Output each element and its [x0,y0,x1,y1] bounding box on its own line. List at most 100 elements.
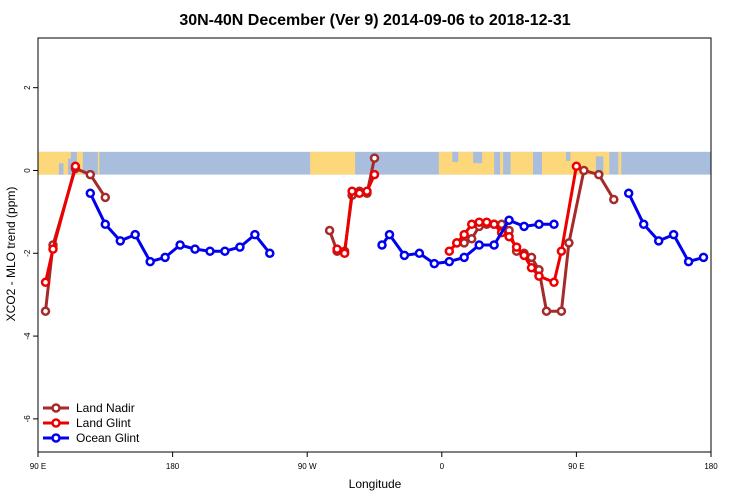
data-point [481,217,492,227]
data-point [571,161,582,172]
y-tick-label: -4 [23,332,32,340]
data-point [541,306,552,316]
chart-title: 30N-40N December (Ver 9) 2014-09-06 to 2… [179,12,570,29]
y-tick-label: 2 [23,85,32,90]
data-point [504,215,514,225]
y-tick-label: -2 [23,249,32,257]
data-point [175,240,185,250]
data-point [444,246,455,256]
data-point [347,186,357,196]
data-point [452,238,462,248]
map-sea [565,151,571,161]
data-point [549,277,559,288]
series-line [336,173,376,255]
legend: Land Nadir Land Glint Ocean Glint [43,401,140,445]
data-point [130,229,140,240]
map-sea [595,156,604,175]
series-line [44,165,77,283]
data-point [40,277,51,288]
data-point [504,231,514,242]
data-point [332,244,342,254]
data-point [534,219,544,230]
data-point [384,229,395,240]
x-tick-label: 0 [440,462,445,471]
map-land [510,151,534,175]
data-point [668,229,679,240]
legend-label-land-nadir: Land Nadir [76,401,135,415]
series-layer [40,153,709,316]
data-point [377,240,387,250]
series-land-glint [40,161,582,288]
data-point [265,248,275,259]
map-land [76,151,83,175]
map-sea [58,163,64,175]
data-point [205,246,215,256]
data-point [683,256,694,267]
map-land [97,151,100,175]
data-point [623,188,634,199]
data-point [369,169,380,180]
data-point [698,252,709,263]
map-sea [473,151,483,164]
data-point [474,240,484,250]
data-point [414,248,425,259]
data-point [466,219,477,230]
data-point [459,229,469,240]
map-land [310,151,356,175]
data-point [235,242,245,252]
plot-frame [37,37,712,453]
data-point [85,169,96,180]
legend-marker-ocean-glint [51,433,61,443]
series-line [627,192,704,264]
data-point [638,219,649,230]
x-tick-label: 90 E [568,462,584,471]
map-land [38,151,71,175]
data-point [564,238,574,248]
data-point [579,165,589,176]
data-point [549,219,559,230]
data-point [160,252,170,263]
data-point [399,250,410,261]
x-tick-label: 90 W [298,462,317,471]
data-point [369,153,380,163]
data-point [519,221,529,232]
data-point [190,244,200,254]
series-line [88,192,271,264]
data-point [339,248,350,259]
axes: 90 E 180 90 W 0 90 E 180 -6 -4 -2 0 2 [23,37,718,471]
data-point [511,242,522,252]
data-point [115,236,126,246]
map-sea [452,151,459,163]
data-point [85,188,96,199]
data-point [444,256,455,267]
data-point [354,188,365,199]
data-point [459,252,469,263]
data-point [653,236,664,246]
legend-label-land-glint: Land Glint [76,416,131,430]
y-tick-label: -6 [23,415,32,423]
data-point [489,240,499,250]
data-point [594,169,604,180]
y-tick-label: 0 [23,168,32,173]
x-axis-label: Longitude [349,477,402,491]
data-point [220,246,230,256]
series-land-nadir [40,153,619,316]
data-point [362,186,372,196]
data-point [250,229,260,240]
data-point [70,161,81,172]
data-point [556,306,567,316]
data-point [526,263,537,273]
y-axis-label: XCO2 - MLO trend (ppm) [4,187,18,322]
data-point [489,219,499,230]
data-point [556,246,567,256]
data-point [145,256,155,267]
map-land [500,151,504,175]
data-point [534,271,544,281]
data-point [466,234,477,244]
data-point [100,219,111,230]
data-point [48,244,58,254]
data-point [459,238,469,248]
data-point [429,258,440,269]
data-point [100,192,111,203]
